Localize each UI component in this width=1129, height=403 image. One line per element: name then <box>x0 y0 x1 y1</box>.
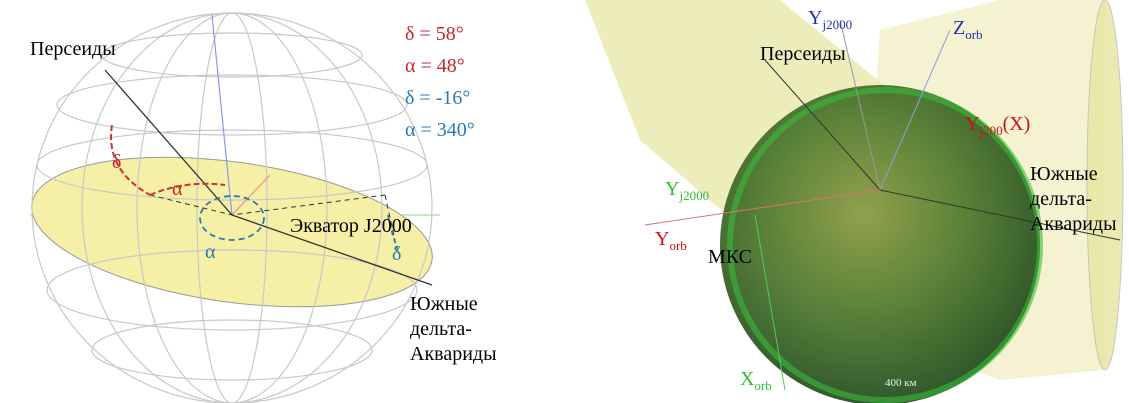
label: α = 48° <box>405 55 465 77</box>
label: 400 км <box>885 377 917 389</box>
label: Xorb <box>740 368 772 393</box>
right-panel: Yj2000 Zorb Персеиды Yj200(X) Южные дель… <box>585 0 1124 403</box>
label: δ <box>112 151 121 173</box>
label-part: Z <box>953 17 965 39</box>
label: дельта- <box>410 318 472 340</box>
label: Южные <box>1030 163 1098 185</box>
label: δ <box>392 243 401 265</box>
label: дельта- <box>1030 188 1092 210</box>
shape <box>56 74 408 136</box>
label: Экватор J2000 <box>290 215 412 237</box>
shape <box>879 29 951 191</box>
shape <box>196 12 268 403</box>
label: Yj2000 <box>808 7 852 32</box>
shape <box>199 195 265 241</box>
shape <box>149 182 226 196</box>
label: δ = -16° <box>405 87 470 109</box>
shape <box>149 194 396 241</box>
shape <box>104 69 233 216</box>
label-part: Y <box>665 178 679 200</box>
shape <box>91 319 373 381</box>
shape <box>387 214 399 251</box>
sphere-grid <box>31 12 433 403</box>
shape <box>727 87 1043 403</box>
label: Zorb <box>953 17 983 42</box>
shape <box>46 249 418 331</box>
label-part: (X) <box>1003 113 1031 135</box>
label: δ = 58° <box>405 23 464 45</box>
shape <box>644 189 881 226</box>
label: Аквариды <box>1030 213 1117 235</box>
shape <box>764 59 881 191</box>
shape <box>754 214 786 391</box>
shape <box>36 129 428 201</box>
shape <box>879 189 1121 241</box>
left-panel: Персеиды δ = 58° α = 48° δ = -16° α = 34… <box>30 12 497 403</box>
label: Южные <box>410 293 478 315</box>
label: α = 340° <box>405 119 475 141</box>
label: Yorb <box>655 228 687 253</box>
label-part: Y <box>808 7 822 29</box>
label: Yj2000 <box>665 178 709 203</box>
label-part: j200 <box>978 123 1002 138</box>
shape <box>101 32 363 78</box>
label: Персеиды <box>30 38 116 60</box>
label-part: Y <box>655 228 669 250</box>
label-part: Y <box>965 113 979 135</box>
label-part: orb <box>669 238 686 253</box>
label: МКС <box>708 246 752 268</box>
shape <box>1086 0 1124 371</box>
shape <box>839 19 881 191</box>
label-part: orb <box>965 27 982 42</box>
label: α <box>172 178 183 200</box>
label: α <box>205 241 216 263</box>
label-part: X <box>740 368 755 390</box>
shape <box>720 85 1040 403</box>
label: Аквариды <box>410 343 497 365</box>
shape <box>211 14 233 216</box>
label-part: j2000 <box>821 17 852 32</box>
shape <box>231 174 271 216</box>
label: Yj200(X) <box>965 113 1030 138</box>
shape <box>110 124 151 196</box>
label-part: orb <box>754 378 771 393</box>
label: Персеиды <box>760 43 846 65</box>
shape <box>231 214 433 286</box>
label-part: j2000 <box>678 188 709 203</box>
